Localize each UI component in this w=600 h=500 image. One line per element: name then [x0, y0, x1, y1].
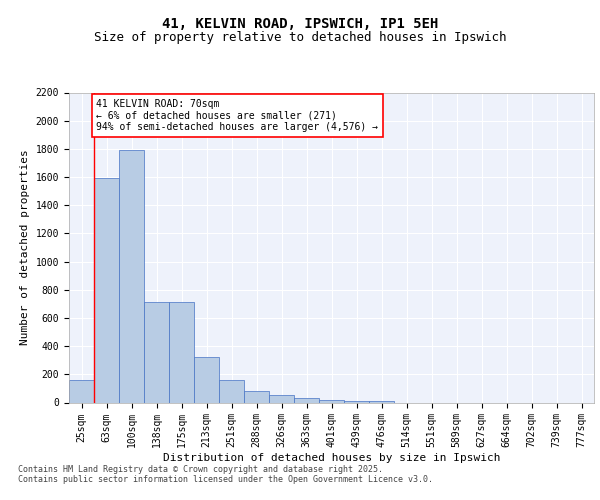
Y-axis label: Number of detached properties: Number of detached properties [20, 150, 30, 346]
Bar [94, 178, 119, 402]
Bar [169, 302, 194, 402]
Bar [319, 400, 344, 402]
Bar [119, 150, 144, 402]
Text: 41 KELVIN ROAD: 70sqm
← 6% of detached houses are smaller (271)
94% of semi-deta: 41 KELVIN ROAD: 70sqm ← 6% of detached h… [97, 99, 379, 132]
Bar [294, 398, 319, 402]
Bar [194, 358, 219, 403]
Text: 41, KELVIN ROAD, IPSWICH, IP1 5EH: 41, KELVIN ROAD, IPSWICH, IP1 5EH [162, 17, 438, 31]
Text: Contains HM Land Registry data © Crown copyright and database right 2025.: Contains HM Land Registry data © Crown c… [18, 464, 383, 473]
Text: Size of property relative to detached houses in Ipswich: Size of property relative to detached ho… [94, 32, 506, 44]
Bar [369, 401, 394, 402]
X-axis label: Distribution of detached houses by size in Ipswich: Distribution of detached houses by size … [163, 453, 500, 463]
Bar [69, 380, 94, 402]
Bar [144, 302, 169, 402]
Bar [219, 380, 244, 402]
Bar [244, 391, 269, 402]
Bar [269, 396, 294, 402]
Bar [344, 401, 369, 402]
Text: Contains public sector information licensed under the Open Government Licence v3: Contains public sector information licen… [18, 476, 433, 484]
